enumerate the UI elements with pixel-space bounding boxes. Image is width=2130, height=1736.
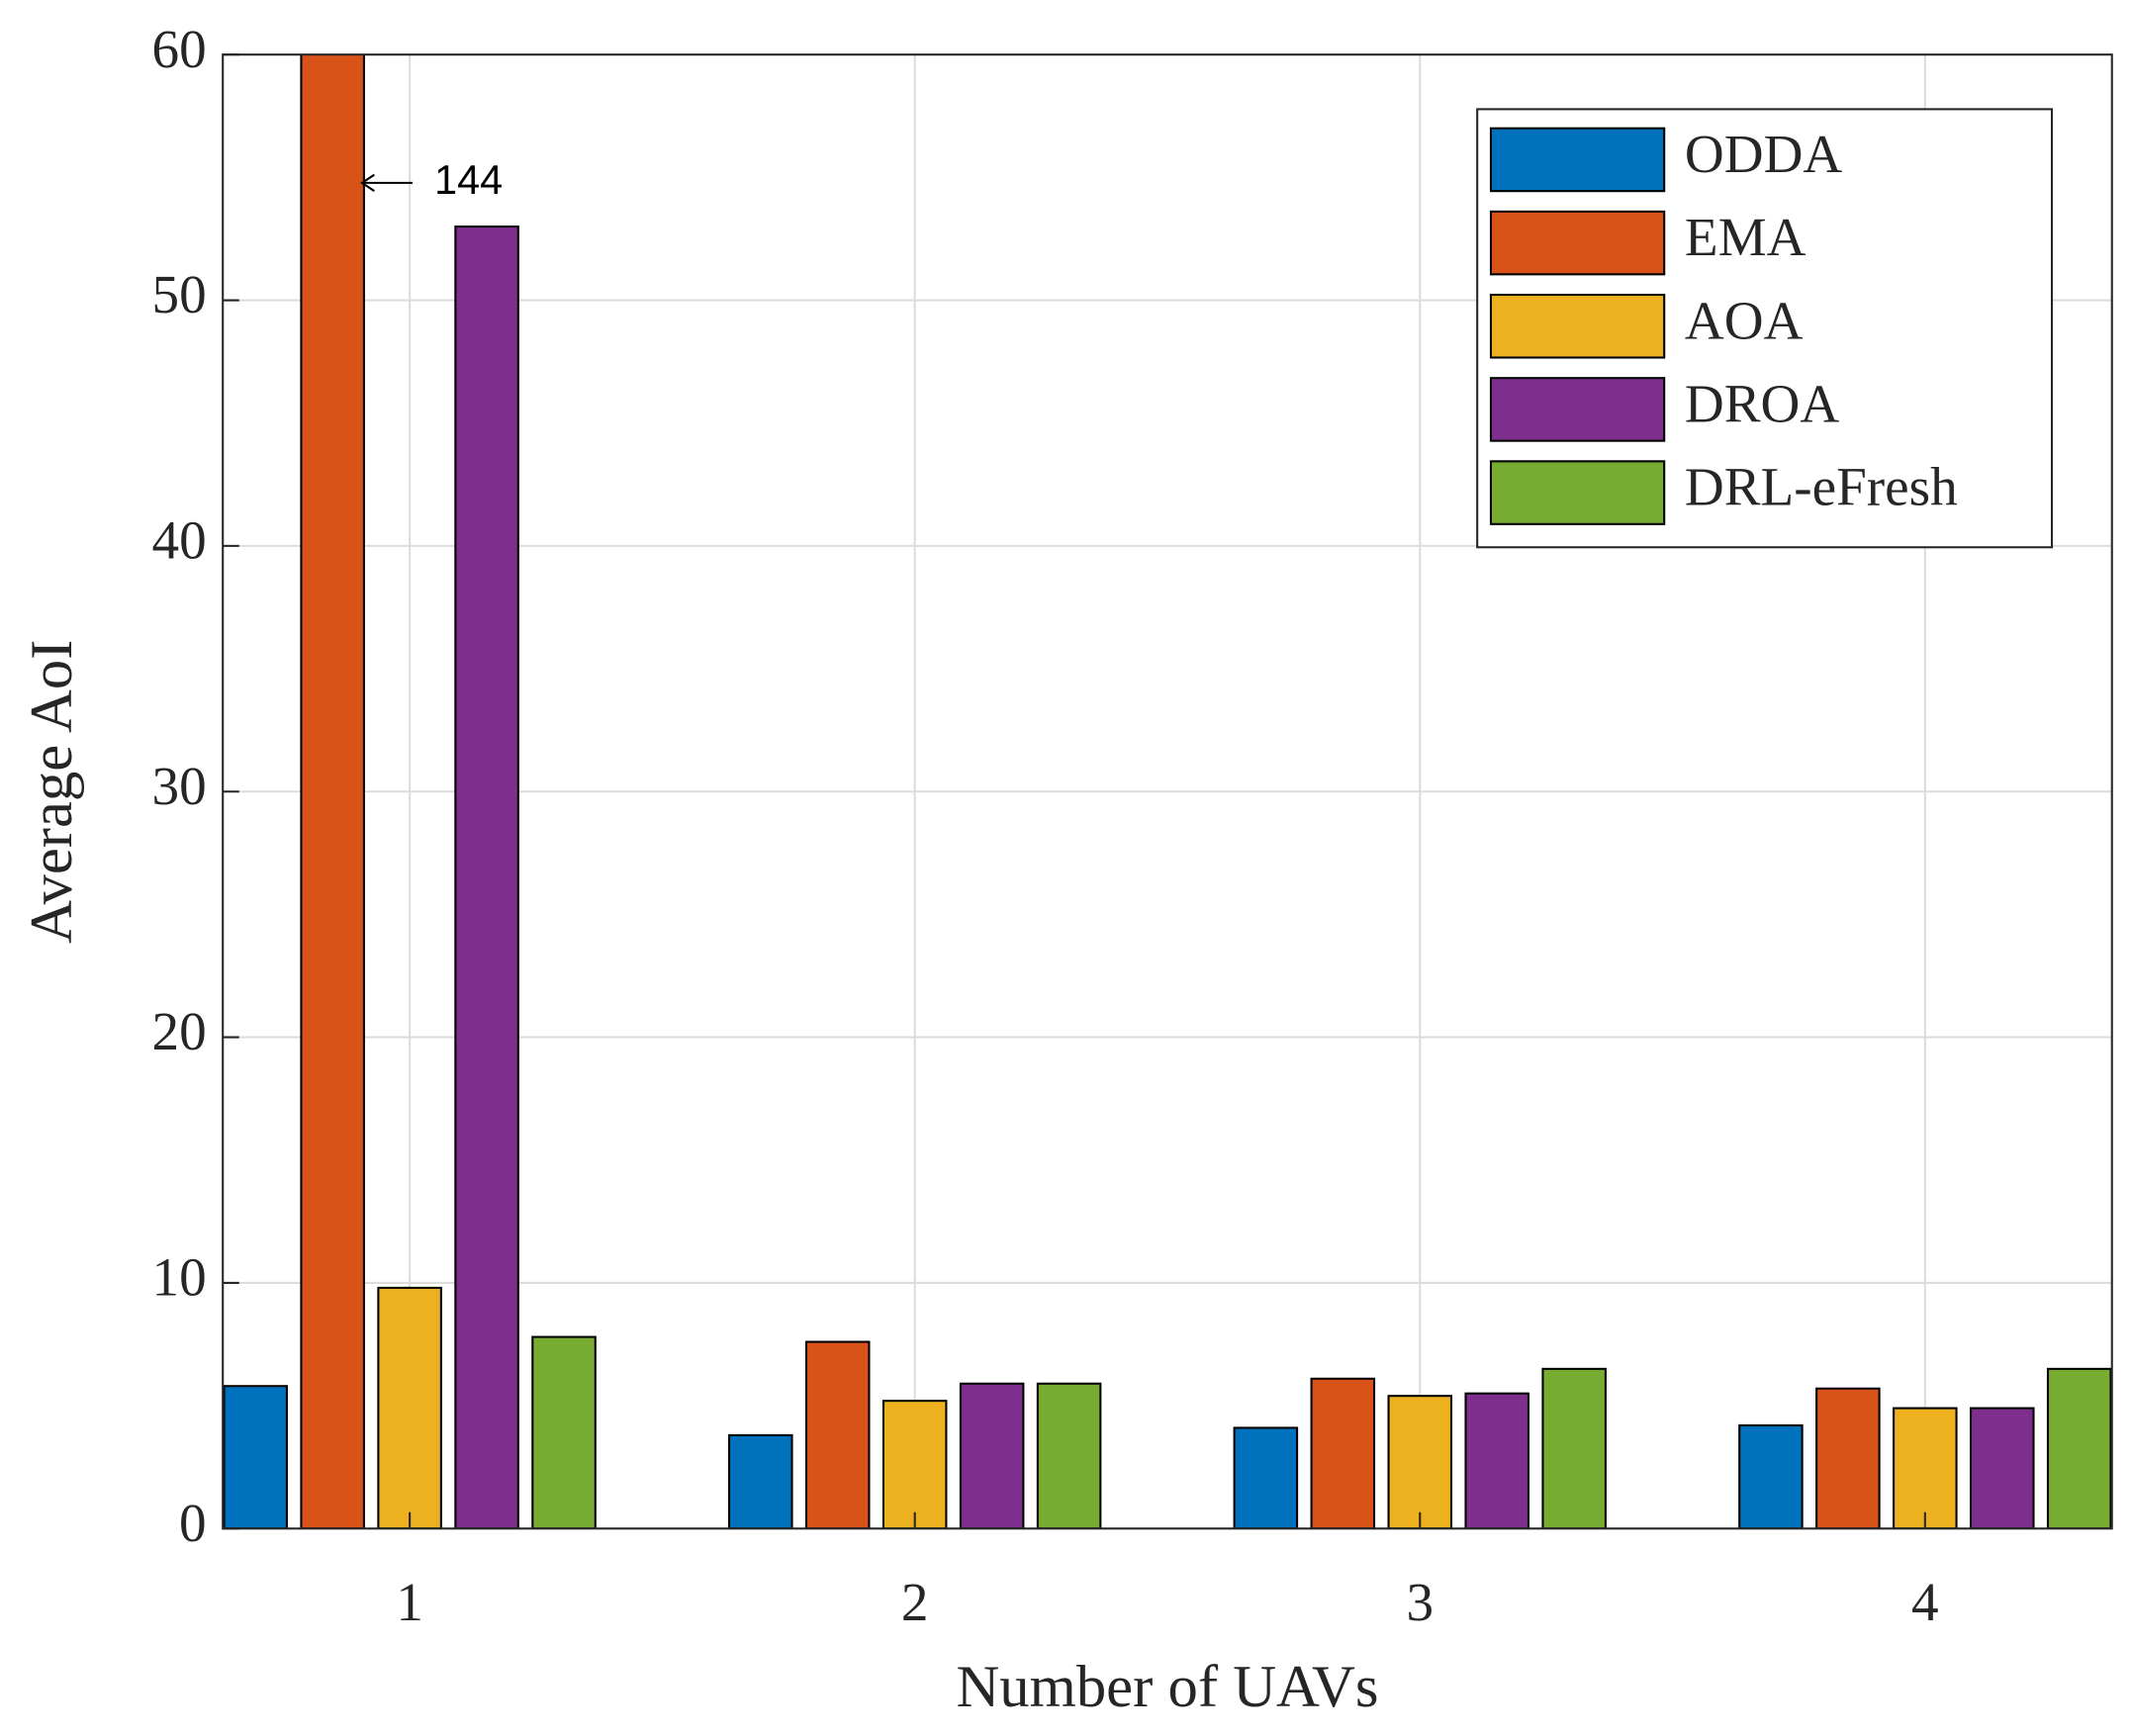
y-tick-label: 20: [151, 1001, 206, 1061]
legend-label: DRL-eFresh: [1685, 457, 1958, 517]
bar: [300, 54, 365, 1529]
legend-label: DROA: [1685, 374, 1839, 434]
legend-label: EMA: [1685, 207, 1806, 267]
bar: [223, 1385, 288, 1529]
bar: [1233, 1426, 1299, 1529]
bar: [454, 225, 519, 1529]
y-tick-label: 30: [151, 756, 206, 816]
bar: [728, 1433, 793, 1529]
bar: [377, 1286, 442, 1529]
ticks: 0 10 20 30 40 50 60 1 2 3 4: [151, 19, 1938, 1632]
y-tick-label: 40: [151, 510, 206, 571]
y-tick-label: 0: [179, 1493, 207, 1553]
y-tick-label: 60: [151, 19, 206, 79]
bars: [223, 54, 2112, 1529]
bar: [1815, 1387, 1881, 1529]
y-tick-label: 50: [151, 264, 206, 324]
bar: [1310, 1377, 1376, 1529]
bar: [1970, 1407, 2035, 1529]
bar: [2046, 1367, 2112, 1529]
legend-label: AOA: [1685, 290, 1804, 350]
bar: [1036, 1382, 1102, 1529]
legend-swatch: [1489, 460, 1666, 525]
x-axis-label: Number of UAVs: [956, 1654, 1378, 1720]
annotation-arrow-head: [360, 173, 375, 193]
bar: [531, 1335, 597, 1529]
bar: [881, 1400, 948, 1529]
bar: [1541, 1367, 1607, 1529]
legend: ODDA EMA AOA DROA DRL-eFresh: [1476, 108, 2054, 549]
bar: [1387, 1395, 1453, 1529]
bar: [804, 1340, 871, 1529]
legend-swatch: [1489, 127, 1666, 193]
x-tick-label: 3: [1406, 1572, 1434, 1632]
x-tick-label: 1: [396, 1572, 423, 1632]
bar: [1893, 1407, 1958, 1529]
legend-swatch: [1489, 293, 1666, 359]
bar: [1738, 1423, 1804, 1529]
x-tick-label: 4: [1911, 1572, 1939, 1632]
bar: [1464, 1392, 1529, 1529]
y-tick-label: 10: [151, 1247, 206, 1308]
grid: [223, 53, 2112, 1530]
legend-swatch: [1489, 377, 1666, 442]
bar: [959, 1382, 1025, 1529]
legend-swatch: [1489, 210, 1666, 276]
annotation: 144: [434, 157, 503, 203]
x-tick-label: 2: [901, 1572, 929, 1632]
legend-label: ODDA: [1685, 124, 1843, 184]
y-axis-label: Average AoI: [19, 640, 85, 944]
